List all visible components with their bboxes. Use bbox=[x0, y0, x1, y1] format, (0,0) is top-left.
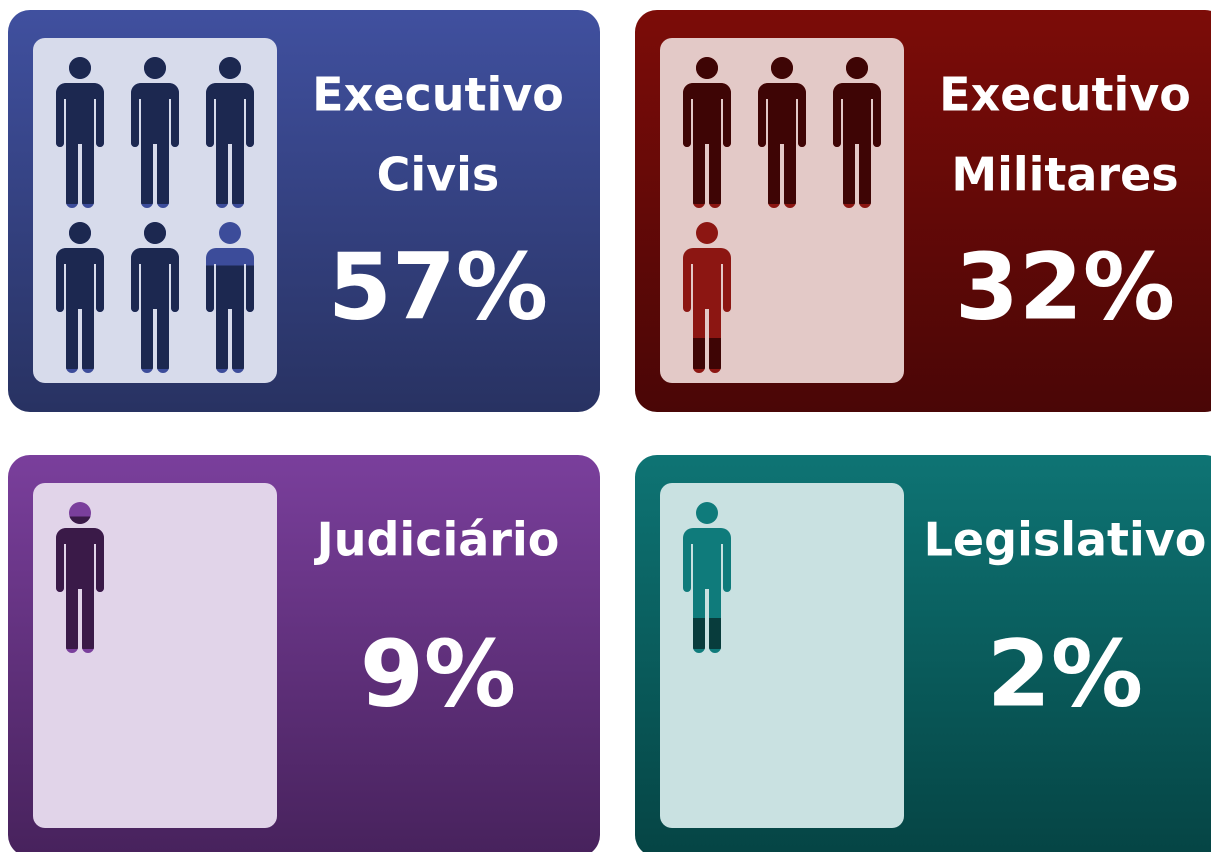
person-icon bbox=[131, 222, 179, 373]
person-icon bbox=[683, 502, 731, 653]
card-title: Militares bbox=[951, 148, 1178, 202]
card-title: Executivo bbox=[939, 68, 1191, 122]
person-icon bbox=[206, 222, 254, 373]
person-icon bbox=[56, 222, 104, 373]
person-icon bbox=[833, 57, 881, 208]
card-title: Legislativo bbox=[924, 513, 1207, 567]
person-icon bbox=[206, 57, 254, 208]
percentage: 57% bbox=[328, 233, 548, 340]
percentage: 2% bbox=[987, 620, 1143, 727]
card: Legislativo 2% bbox=[635, 455, 1211, 852]
card-title: Civis bbox=[377, 148, 500, 202]
card: Judiciário 9% bbox=[8, 455, 600, 852]
person-icon bbox=[131, 57, 179, 208]
card-title: Judiciário bbox=[314, 513, 560, 567]
card-title: Executivo bbox=[312, 68, 564, 122]
card: Executivo Civis 57% bbox=[8, 10, 600, 412]
person-icon bbox=[56, 502, 104, 653]
card: Executivo Militares 32% bbox=[635, 10, 1211, 412]
percentage: 32% bbox=[955, 233, 1175, 340]
person-icon bbox=[56, 57, 104, 208]
person-icon bbox=[683, 222, 731, 373]
person-icon bbox=[758, 57, 806, 208]
person-icon bbox=[683, 57, 731, 208]
percentage: 9% bbox=[360, 620, 516, 727]
